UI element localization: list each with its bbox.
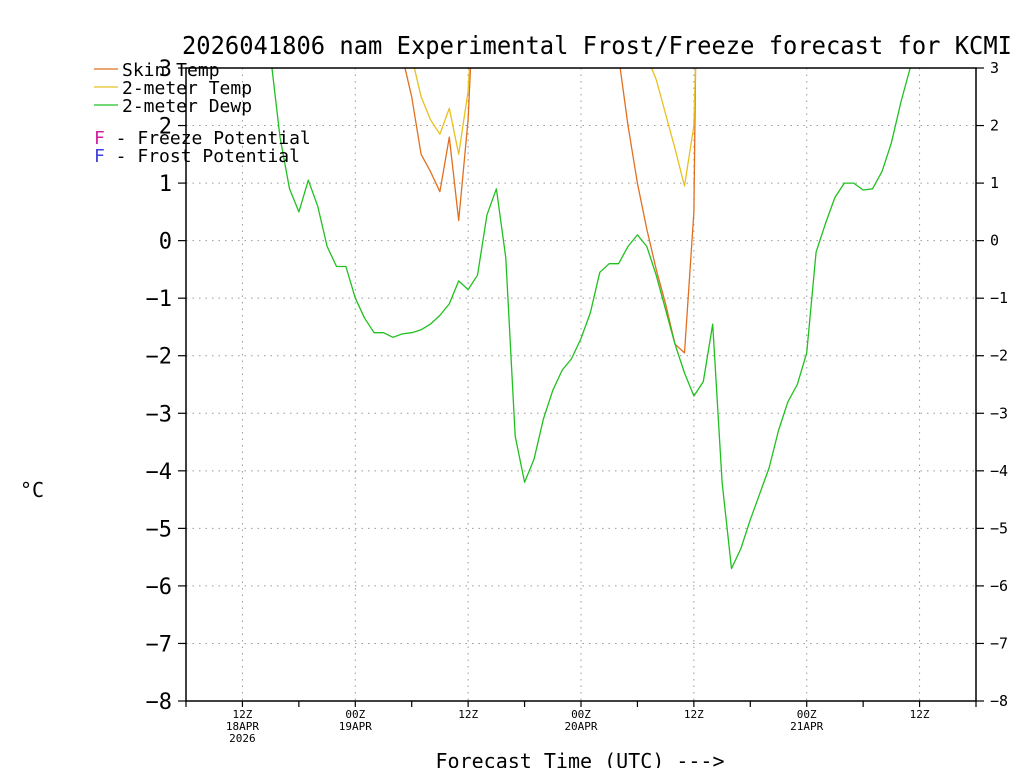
right-tick-label: −3 (990, 404, 1008, 422)
legend-label: 2-meter Temp (122, 78, 252, 99)
left-tick-label: −4 (146, 460, 173, 485)
right-tick-label: −1 (990, 289, 1008, 307)
grid (186, 68, 976, 701)
x-tick-label: 12Z (458, 708, 478, 721)
left-tick-label: −5 (146, 517, 173, 542)
left-y-axis: −8 −7 −6 −5 −4 −3 −2 −1 0 1 2 3 (146, 57, 186, 715)
left-tick-label: −6 (146, 575, 173, 600)
x-tick-label: 12Z (232, 708, 252, 721)
series-clip (271, 68, 911, 570)
legend-potential-marker: F (94, 146, 105, 167)
right-tick-label: 2 (990, 117, 999, 135)
x-axis-label: Forecast Time (UTC) ---> (436, 749, 725, 768)
legend-potential-label: - Freeze Potential (105, 128, 311, 149)
x-tick-label: 00Z (571, 708, 591, 721)
left-tick-label: −8 (146, 690, 173, 715)
right-tick-label: 3 (990, 59, 999, 77)
x-tick-label: 12Z (684, 708, 704, 721)
chart-title: 2026041806 nam Experimental Frost/Freeze… (182, 31, 1012, 60)
right-tick-label: −6 (990, 577, 1008, 595)
x-tick-label: 20APR (564, 720, 597, 733)
right-tick-label: −2 (990, 347, 1008, 365)
right-tick-label: −5 (990, 519, 1008, 537)
right-tick-label: −8 (990, 692, 1008, 710)
right-y-axis: −8 −7 −6 −5 −4 −3 −2 −1 0 1 2 3 (976, 59, 1008, 710)
legend-potential: F - Freeze Potential (94, 128, 311, 149)
2-meter-temp-line (650, 68, 697, 187)
left-tick-label: −7 (146, 632, 173, 657)
legend-potential: F - Frost Potential (94, 146, 300, 167)
x-tick-label: 00Z (345, 708, 365, 721)
x-tick-label: 2026 (229, 732, 256, 745)
skin-temp-line (404, 68, 472, 222)
skin-temp-line (619, 68, 697, 354)
legend-label: Skin Temp (122, 60, 220, 81)
plot-frame (185, 67, 977, 702)
x-tick-label: 21APR (790, 720, 823, 733)
right-tick-label: 0 (990, 232, 999, 250)
right-tick-label: −7 (990, 634, 1008, 652)
series-layer (271, 68, 911, 570)
right-tick-label: −4 (990, 462, 1008, 480)
left-tick-label: 3 (159, 57, 172, 82)
left-tick-label: 1 (159, 172, 172, 197)
left-tick-label: −2 (146, 345, 173, 370)
x-tick-label: 00Z (797, 708, 817, 721)
left-tick-label: 0 (159, 230, 172, 255)
2-meter-temp-line (413, 68, 471, 155)
legend-potential-marker: F (94, 128, 105, 149)
x-tick-label: 19APR (339, 720, 372, 733)
x-tick-label: 12Z (910, 708, 930, 721)
y-axis-label: °C (20, 478, 44, 502)
x-tick-label: 18APR (226, 720, 259, 733)
left-tick-label: −3 (146, 402, 173, 427)
right-tick-label: 1 (990, 174, 999, 192)
2-meter-dewp-line (271, 68, 911, 570)
legend-label: 2-meter Dewp (122, 96, 252, 117)
left-tick-label: 2 (159, 115, 172, 140)
legend-potential-label: - Frost Potential (105, 146, 300, 167)
left-tick-label: −1 (146, 287, 173, 312)
